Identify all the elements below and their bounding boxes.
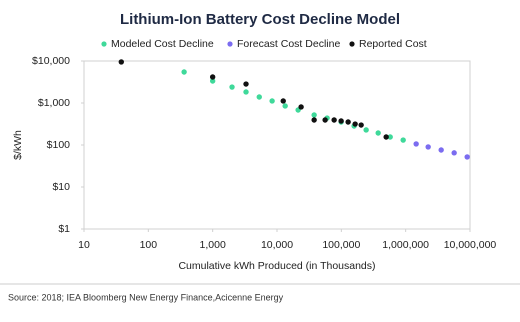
point [400,137,406,143]
point [425,144,431,150]
x-tick-label: 100 [140,239,158,251]
point [322,117,328,123]
point [363,127,369,133]
point [383,134,389,140]
point [311,117,317,123]
point [256,94,262,100]
x-tick-label: 1,000 [200,239,226,251]
legend-marker [101,41,107,47]
point [269,98,275,104]
plot-frame [83,60,471,230]
legend-label: Modeled Cost Decline [111,38,214,50]
y-tick-label: $10 [52,181,70,193]
point [358,122,364,128]
point [352,121,358,127]
point [298,104,304,110]
point [375,130,381,136]
x-tick-label: 100,000 [322,239,360,251]
point [243,81,249,87]
point [387,134,393,140]
point [438,147,444,153]
point [209,78,216,84]
legend-marker [227,41,233,47]
y-tick-label: $1,000 [38,97,70,109]
y-tick-label: $10,000 [32,55,70,67]
point [331,117,337,123]
point [345,119,351,125]
x-tick-label: 10,000,000 [444,239,497,251]
x-tick-label: 1,000,000 [382,239,429,251]
point [209,74,216,80]
y-tick-label: $1 [58,223,70,235]
y-axis-label: $/kWh [12,130,24,160]
y-tick-label: $100 [47,139,71,151]
x-tick-label: 10,000 [261,239,293,251]
x-axis-label: Cumulative kWh Produced (in Thousands) [178,260,375,272]
point [338,118,344,124]
point [118,59,124,65]
point [282,103,288,109]
legend-label: Forecast Cost Decline [237,38,340,50]
point [413,141,419,147]
legend-marker [349,41,355,47]
point [229,84,235,90]
point [280,98,286,104]
chart-title: Lithium-Ion Battery Cost Decline Model [120,11,400,28]
legend-label: Reported Cost [359,38,427,50]
point [311,112,317,118]
point [181,69,187,75]
x-tick-label: 10 [78,239,90,251]
point [451,150,457,156]
point [464,154,470,160]
point [243,89,249,95]
source-note: Source: 2018; IEA Bloomberg New Energy F… [8,292,284,302]
